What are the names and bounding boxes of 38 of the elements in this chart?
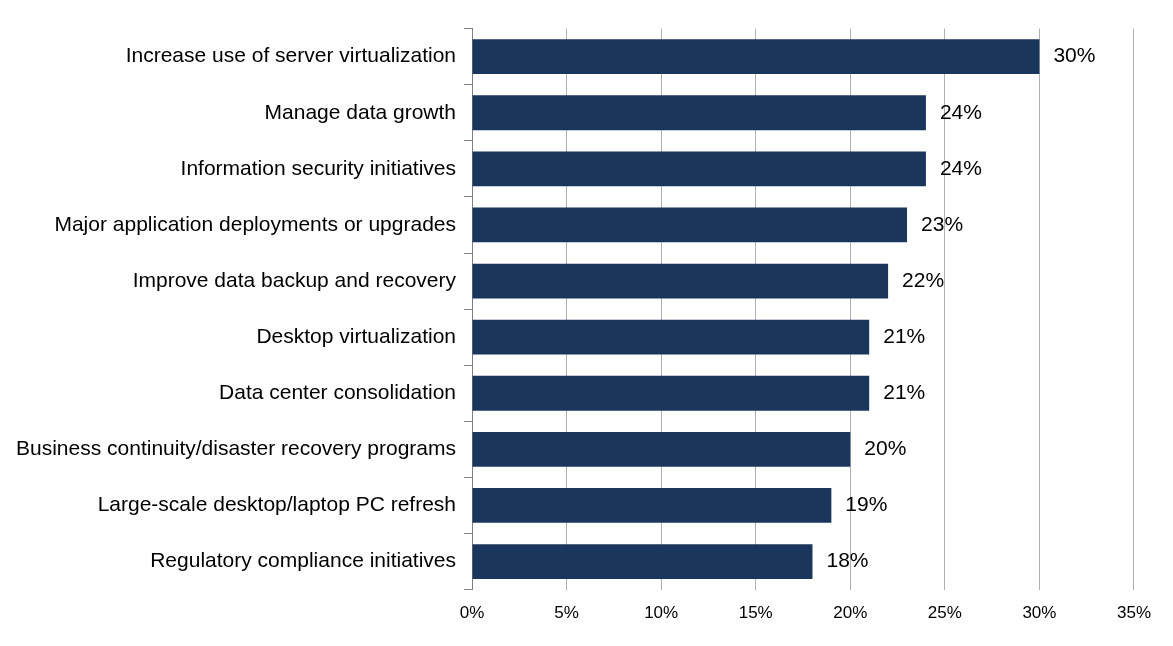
data-label: 20%: [864, 436, 907, 460]
data-label: 18%: [826, 548, 869, 572]
bar: [472, 39, 1040, 75]
data-label: 24%: [939, 155, 982, 179]
bar: [472, 95, 926, 131]
y-tick-label: Information security initiatives: [180, 155, 457, 179]
x-tick-label: 15%: [738, 603, 773, 623]
y-tick-label: Large-scale desktop/laptop PC refresh: [97, 492, 457, 516]
bar: [472, 544, 813, 579]
y-tick-label: Increase use of server virtualization: [125, 43, 457, 67]
y-tick-label: Desktop virtualization: [256, 323, 457, 347]
data-label: 21%: [883, 380, 926, 404]
bar: [472, 375, 870, 411]
data-label: 19%: [845, 492, 888, 516]
y-tick-label: Business continuity/disaster recovery programs: [16, 436, 457, 460]
x-tick-label: 10%: [644, 603, 679, 623]
x-tick-label: 25%: [927, 603, 962, 623]
bar: [472, 319, 870, 355]
x-tick-label: 35%: [1116, 603, 1151, 623]
y-tick-label: Regulatory compliance initiatives: [150, 548, 457, 572]
data-label: 30%: [1053, 43, 1096, 67]
y-tick-label: Manage data growth: [264, 99, 457, 123]
bar: [472, 151, 926, 187]
bar: [472, 263, 889, 299]
x-tick-label: 5%: [554, 603, 579, 623]
x-tick-label: 20%: [833, 603, 868, 623]
data-label: 23%: [921, 211, 964, 235]
y-tick-label: Improve data backup and recovery: [132, 267, 457, 291]
bar: [472, 488, 832, 523]
y-tick-label: Data center consolidation: [219, 380, 457, 404]
bar: [472, 431, 851, 467]
data-label: 22%: [902, 267, 945, 291]
y-tick-label: Major application deployments or upgrades: [54, 211, 457, 235]
bar: [472, 207, 908, 243]
x-tick-label: 30%: [1022, 603, 1057, 623]
x-tick-label: 0%: [459, 603, 485, 623]
data-label: 21%: [883, 323, 926, 347]
data-label: 24%: [939, 99, 982, 123]
